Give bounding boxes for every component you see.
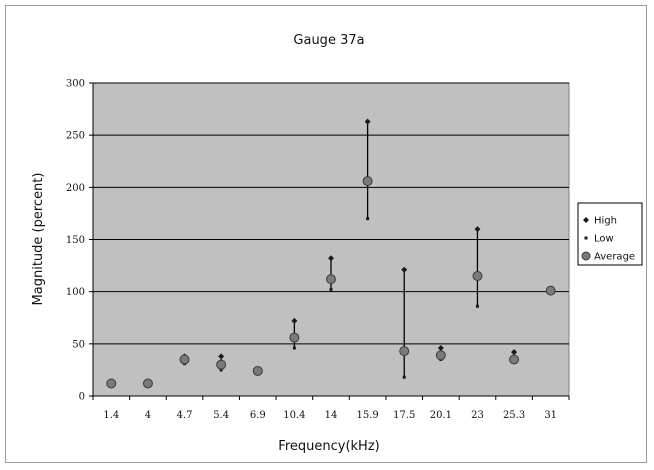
y-tick-label: 200 xyxy=(66,183,85,194)
average-point xyxy=(142,378,153,389)
legend-label: Average xyxy=(594,252,635,263)
x-tick-label: 6.9 xyxy=(250,410,266,421)
high-point xyxy=(474,226,481,233)
legend-marker-high xyxy=(583,217,589,223)
average-point xyxy=(289,332,300,343)
low-point xyxy=(475,304,479,308)
data-markers xyxy=(106,118,556,389)
average-point xyxy=(362,176,373,187)
x-tick-label: 31 xyxy=(544,410,557,421)
x-tick-label: 5.4 xyxy=(213,410,229,421)
low-point xyxy=(366,217,370,221)
high-point xyxy=(291,317,298,324)
y-axis-label: Magnitude (percent) xyxy=(31,173,46,306)
low-point xyxy=(402,375,406,379)
legend: High Low Average xyxy=(577,202,643,266)
y-tick-label: 50 xyxy=(72,339,85,350)
low-point xyxy=(329,288,333,292)
y-tick-label: 150 xyxy=(66,235,85,246)
x-tick-label: 25.3 xyxy=(503,410,525,421)
high-point xyxy=(401,266,408,273)
average-point xyxy=(179,354,190,365)
chart-title: Gauge 37a xyxy=(293,33,364,48)
average-point xyxy=(509,354,520,365)
gridlines xyxy=(93,82,569,345)
y-tick-label: 100 xyxy=(66,287,85,298)
low-point xyxy=(292,346,296,350)
axes: 0 50 100 150 200 250 300 1.4 4 4.7 5.4 6.9 10.4 14 15.… xyxy=(66,79,570,421)
x-tick-label: 4 xyxy=(145,410,151,421)
x-tick-label: 4.7 xyxy=(177,410,193,421)
high-point xyxy=(437,345,444,352)
high-point xyxy=(328,255,334,262)
y-tick-label: 300 xyxy=(66,79,85,90)
legend-marker-low xyxy=(584,236,588,240)
high-point xyxy=(218,353,225,360)
average-point xyxy=(545,285,556,296)
x-tick-label: 1.4 xyxy=(103,410,119,421)
average-point xyxy=(252,365,263,376)
x-tick-label: 23 xyxy=(471,410,484,421)
average-point xyxy=(435,350,446,361)
x-tick-label: 10.4 xyxy=(283,410,305,421)
chart-svg: Gauge 37a 0 50 100 150 200 250 300 1.4 4 4.7 5.4 6.… xyxy=(31,33,643,454)
x-axis-label: Frequency(kHz) xyxy=(278,439,379,454)
legend-marker-average xyxy=(581,251,591,261)
average-point xyxy=(399,346,410,357)
high-point xyxy=(364,118,371,125)
x-tick-label: 17.5 xyxy=(393,410,415,421)
chart-frame: Gauge 37a 0 50 100 150 200 250 300 1.4 4 4.7 5.4 6.… xyxy=(5,5,647,463)
average-point xyxy=(472,271,483,282)
x-tick-label: 15.9 xyxy=(356,410,378,421)
average-point xyxy=(216,359,227,370)
low-point xyxy=(219,368,223,372)
average-point xyxy=(326,274,336,285)
y-tick-label: 0 xyxy=(79,392,85,403)
x-tick-label: 20.1 xyxy=(430,410,452,421)
legend-label: High xyxy=(594,216,617,227)
average-point xyxy=(106,378,117,389)
x-tick-label: 14 xyxy=(325,410,338,421)
y-tick-label: 250 xyxy=(66,131,85,142)
legend-label: Low xyxy=(594,234,614,245)
